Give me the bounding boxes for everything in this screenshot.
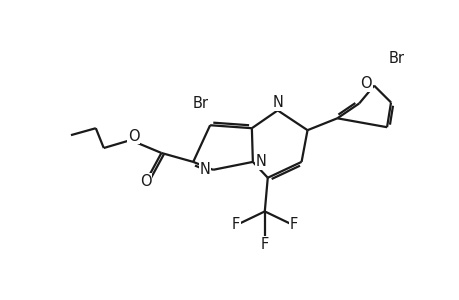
Text: N: N bbox=[255, 154, 266, 169]
Text: N: N bbox=[272, 95, 283, 110]
Text: O: O bbox=[140, 174, 151, 189]
Text: F: F bbox=[289, 217, 297, 232]
Text: O: O bbox=[128, 129, 139, 144]
Text: O: O bbox=[359, 76, 371, 91]
Text: Br: Br bbox=[388, 51, 404, 66]
Text: F: F bbox=[231, 217, 240, 232]
Text: N: N bbox=[199, 162, 210, 177]
Text: Br: Br bbox=[192, 96, 208, 111]
Text: F: F bbox=[260, 237, 269, 252]
